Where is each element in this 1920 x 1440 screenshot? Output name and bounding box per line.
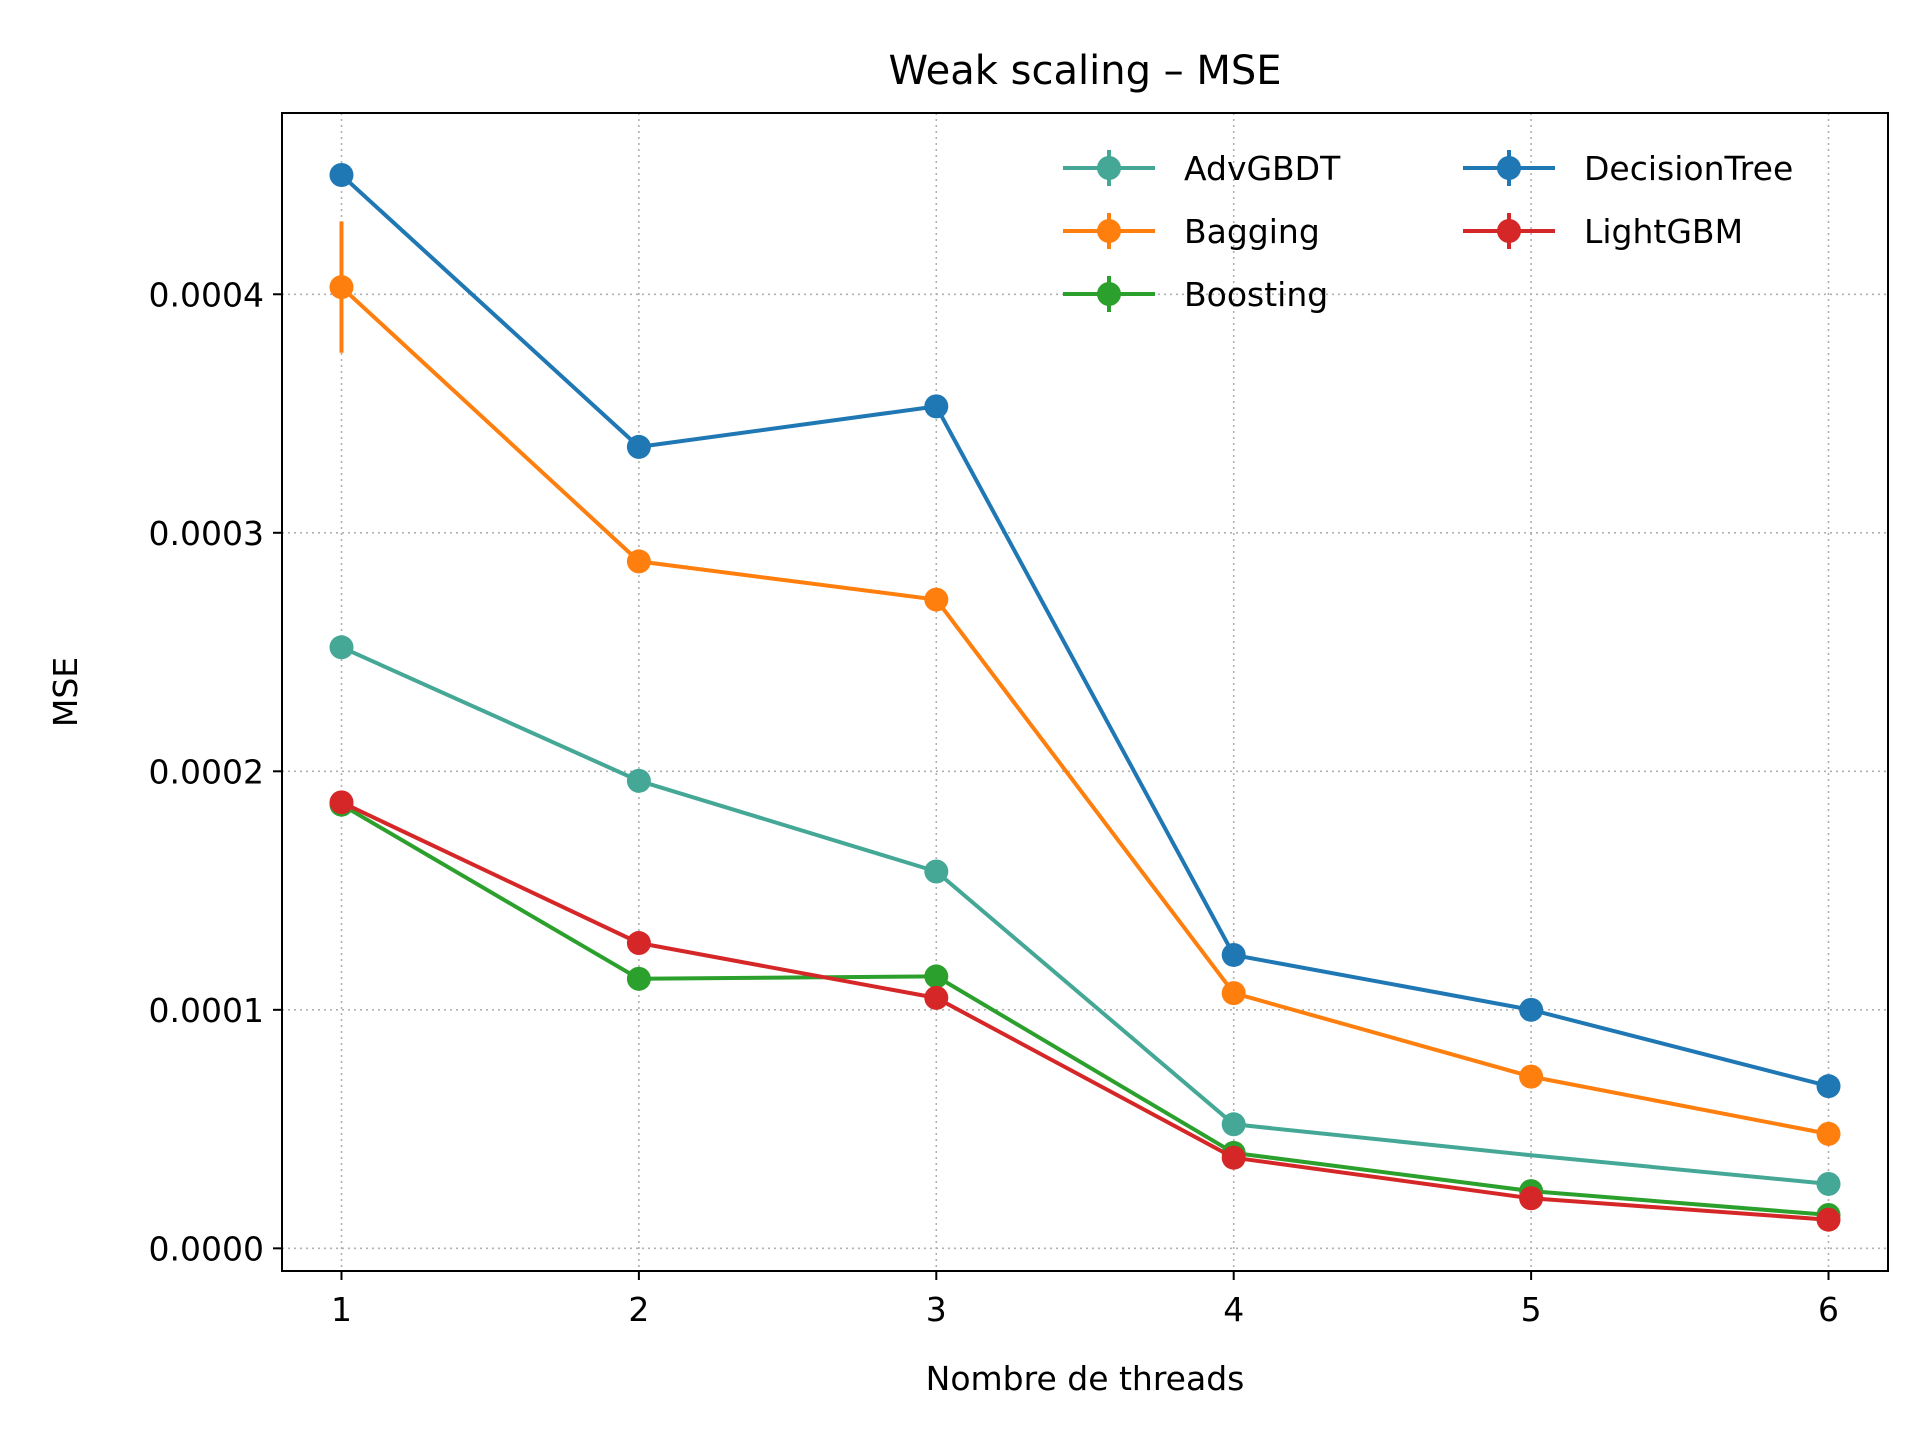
series-decisiontree	[329, 163, 1841, 1099]
y-tick-label: 0.0000	[149, 1229, 264, 1268]
series-bagging	[329, 221, 1841, 1146]
x-tick-label: 1	[331, 1290, 352, 1329]
series-group	[329, 163, 1841, 1232]
legend-entry-boosting: Boosting	[1063, 275, 1328, 314]
y-axis-title: MSE	[46, 657, 85, 727]
data-point	[924, 964, 949, 989]
data-point	[1519, 1064, 1544, 1089]
data-point	[1221, 981, 1246, 1006]
data-point	[626, 434, 651, 459]
legend-marker	[1497, 156, 1521, 180]
legend-marker	[1497, 219, 1521, 243]
series-line-decisiontree	[340, 173, 1829, 1089]
data-point	[924, 985, 949, 1010]
data-point	[1221, 1145, 1246, 1170]
data-point	[924, 587, 949, 612]
data-point	[924, 859, 949, 884]
series-advgbdt	[329, 635, 1841, 1196]
legend-entry-advgbdt: AdvGBDT	[1063, 149, 1341, 188]
series-line-bagging	[340, 285, 1829, 1136]
data-point	[1816, 1207, 1841, 1232]
legend-label: LightGBM	[1584, 212, 1743, 251]
y-axis: 0.0000 0.0001 0.0002 0.0003 0.0004	[149, 275, 282, 1268]
data-point	[924, 394, 949, 419]
legend-label: Bagging	[1184, 212, 1320, 251]
data-point	[626, 768, 651, 793]
data-point	[1519, 997, 1544, 1022]
data-point	[1221, 1112, 1246, 1137]
data-point	[1519, 1186, 1544, 1211]
data-point	[1221, 942, 1246, 967]
data-point	[1816, 1121, 1841, 1146]
data-point	[1816, 1171, 1841, 1196]
x-tick-label: 5	[1521, 1290, 1542, 1329]
legend-marker	[1097, 156, 1121, 180]
legend-marker	[1097, 219, 1121, 243]
legend: AdvGBDT Bagging Boosting DecisionTree LightG…	[1063, 149, 1793, 314]
data-point	[626, 931, 651, 956]
data-point	[329, 635, 354, 660]
x-tick-label: 2	[628, 1290, 649, 1329]
x-tick-label: 4	[1223, 1290, 1244, 1329]
series-line-boosting	[340, 802, 1829, 1217]
x-axis-title: Nombre de threads	[926, 1359, 1245, 1398]
x-axis: 1 2 3 4 5 6	[331, 1271, 1839, 1329]
x-tick-label: 3	[926, 1290, 947, 1329]
legend-label: AdvGBDT	[1184, 149, 1341, 188]
data-point	[329, 790, 354, 815]
series-line-lightgbm	[340, 800, 1829, 1222]
data-point	[329, 275, 354, 300]
legend-label: Boosting	[1184, 275, 1328, 314]
legend-entry-decisiontree: DecisionTree	[1463, 149, 1793, 188]
y-tick-label: 0.0003	[149, 514, 264, 553]
x-tick-label: 6	[1818, 1290, 1839, 1329]
legend-entry-bagging: Bagging	[1063, 212, 1320, 251]
y-tick-label: 0.0004	[149, 275, 264, 314]
legend-marker	[1097, 282, 1121, 306]
series-lightgbm	[329, 790, 1841, 1232]
data-point	[1816, 1074, 1841, 1099]
chart-title: Weak scaling – MSE	[888, 48, 1281, 94]
data-point	[626, 549, 651, 574]
y-tick-label: 0.0001	[149, 991, 264, 1030]
legend-label: DecisionTree	[1584, 149, 1793, 188]
plot-frame	[281, 112, 1889, 1272]
data-point	[329, 163, 354, 188]
data-point	[626, 966, 651, 991]
legend-entry-lightgbm: LightGBM	[1463, 212, 1743, 251]
series-line-advgbdt	[340, 645, 1829, 1186]
y-tick-label: 0.0002	[149, 752, 264, 791]
